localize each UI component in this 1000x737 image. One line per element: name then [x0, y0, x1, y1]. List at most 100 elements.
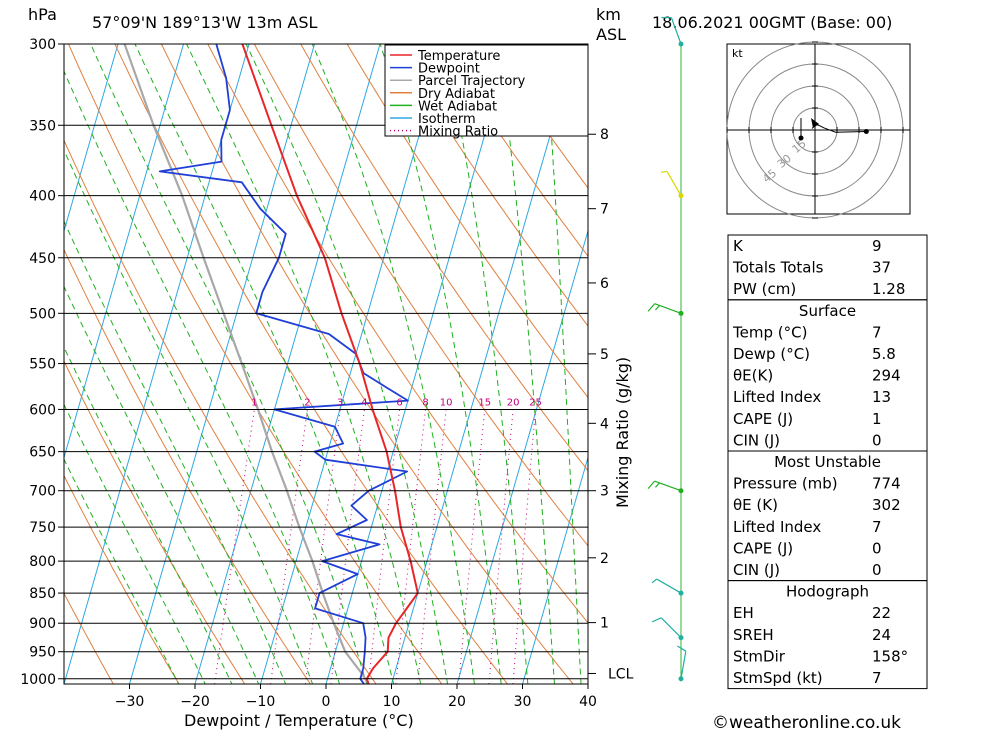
pressure-tick-label: 300 — [29, 37, 56, 53]
temperature-tick-label: 40 — [579, 694, 597, 710]
index-value: 0 — [872, 561, 882, 579]
index-label: StmSpd (kt) — [733, 669, 823, 687]
pressure-tick-label: 600 — [29, 402, 56, 418]
pressure-tick-label: 700 — [29, 484, 56, 500]
wind-barb-half-flag — [655, 305, 659, 310]
hodograph-unit: kt — [732, 47, 743, 60]
index-value: 24 — [872, 626, 891, 644]
wind-barb — [661, 618, 681, 638]
index-value: 7 — [872, 669, 882, 687]
mixing-ratio-label: 25 — [529, 397, 542, 408]
index-label: StmDir — [733, 647, 786, 665]
height-tick-label: LCL — [608, 666, 634, 682]
mixing-ratio-label: 1 — [251, 397, 257, 408]
height-tick-label: 8 — [600, 127, 609, 143]
dry-adiabat-line — [0, 0, 125, 704]
index-value: 774 — [872, 475, 901, 493]
pressure-tick-label: 500 — [29, 306, 56, 322]
mixing-ratio-label: 6 — [396, 397, 402, 408]
mixing-ratio-line — [418, 409, 446, 684]
wet-adiabat-line — [142, 0, 425, 704]
pressure-tick-label: 650 — [29, 445, 56, 461]
mixing-ratio-label: 8 — [422, 397, 428, 408]
index-label: CIN (J) — [733, 561, 780, 579]
index-label: K — [733, 237, 744, 255]
temperature-tick-label: 0 — [322, 694, 331, 710]
mixing-ratio-line — [305, 409, 340, 684]
wind-barb — [681, 651, 686, 679]
wind-barb-half-flag — [655, 483, 659, 488]
copyright: ©weatheronline.co.uk — [712, 713, 901, 733]
hodograph-end-point — [864, 129, 869, 134]
index-section-title: Hodograph — [786, 583, 869, 601]
pressure-tick-label: 900 — [29, 616, 56, 632]
x-axis-label: Dewpoint / Temperature (°C) — [184, 711, 414, 730]
index-label: CAPE (J) — [733, 410, 793, 428]
temperature-tick-label: 10 — [383, 694, 401, 710]
index-label: PW (cm) — [733, 280, 796, 298]
index-value: 7 — [872, 518, 882, 536]
index-label: Pressure (mb) — [733, 475, 838, 493]
temperature-tick-label: 30 — [514, 694, 532, 710]
index-label: CAPE (J) — [733, 539, 793, 557]
isotherm-line — [189, 0, 408, 704]
wet-adiabat-line — [0, 94, 189, 704]
temperature-tick-label: −30 — [115, 694, 145, 710]
mixing-ratio-label: 20 — [507, 397, 520, 408]
wind-barb-flag — [652, 618, 661, 622]
index-value: 158° — [872, 647, 908, 665]
index-value: 37 — [872, 259, 891, 277]
pressure-unit: hPa — [28, 5, 57, 24]
height-tick-label: 6 — [600, 276, 609, 292]
height-tick-label: 1 — [600, 616, 609, 632]
wind-level-dot — [679, 193, 684, 198]
wind-level-dot — [679, 635, 684, 640]
index-label: Lifted Index — [733, 388, 821, 406]
mixing-ratio-label: 4 — [361, 397, 367, 408]
height-tick-label: 3 — [600, 484, 609, 500]
mixing-ratio-axis-label: Mixing Ratio (g/kg) — [613, 357, 632, 508]
wind-barb-flag — [648, 304, 655, 312]
isotherm-line — [0, 0, 146, 704]
index-value: 13 — [872, 388, 891, 406]
height-tick-label: 2 — [600, 551, 609, 567]
wind-profile — [648, 17, 686, 681]
pressure-tick-label: 350 — [29, 118, 56, 134]
index-value: 0 — [872, 431, 882, 449]
wind-level-dot — [679, 591, 684, 596]
legend-entry: Mixing Ratio — [418, 125, 498, 140]
index-value: 0 — [872, 539, 882, 557]
pressure-tick-label: 550 — [29, 357, 56, 373]
dry-adiabat-line — [0, 0, 391, 704]
index-value: 7 — [872, 323, 882, 341]
index-label: θE (K) — [733, 496, 778, 514]
wind-barb — [657, 579, 681, 593]
index-label: Dewp (°C) — [733, 345, 810, 363]
wind-barb-half-flag — [661, 171, 667, 172]
isotherm-line — [58, 0, 277, 704]
pressure-tick-label: 950 — [29, 645, 56, 661]
height-tick-label: 4 — [600, 416, 609, 432]
index-section-title: Most Unstable — [774, 453, 881, 471]
wind-barb-half-flag — [652, 579, 657, 583]
pressure-tick-label: 450 — [29, 251, 56, 267]
mixing-ratio-line — [489, 409, 513, 684]
mixing-ratio-label: 2 — [304, 397, 310, 408]
wind-level-dot — [679, 311, 684, 316]
wind-barb-flag — [677, 646, 686, 651]
wind-barb — [655, 304, 681, 314]
temperature-tick-label: −10 — [246, 694, 276, 710]
hodograph-frame — [727, 44, 910, 214]
wind-level-dot — [679, 488, 684, 493]
location-title: 57°09'N 189°13'W 13m ASL — [92, 13, 318, 32]
pressure-tick-label: 400 — [29, 189, 56, 205]
index-label: θE(K) — [733, 367, 773, 385]
height-tick-label: 7 — [600, 202, 609, 218]
